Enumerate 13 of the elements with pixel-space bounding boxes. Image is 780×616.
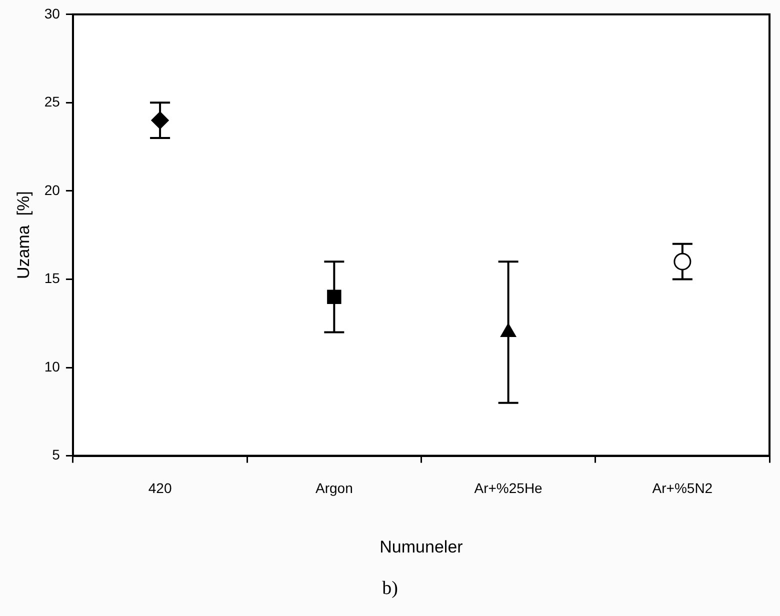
- y-axis-title: Uzama [%]: [14, 191, 33, 280]
- x-tick-label: Ar+%25He: [474, 480, 543, 496]
- y-tick-label: 25: [44, 94, 60, 110]
- y-tick-label: 30: [44, 5, 60, 22]
- y-tick-label: 5: [52, 446, 60, 463]
- y-tick-label: 20: [44, 182, 60, 198]
- x-axis-title: Numuneler: [380, 537, 464, 556]
- y-tick-label: 15: [44, 270, 60, 286]
- x-tick-label: 420: [148, 480, 172, 496]
- x-tick-label: Ar+%5N2: [652, 480, 713, 496]
- x-tick-label: Argon: [315, 480, 353, 496]
- text: b): [381, 578, 399, 600]
- y-tick-label: 10: [44, 358, 60, 374]
